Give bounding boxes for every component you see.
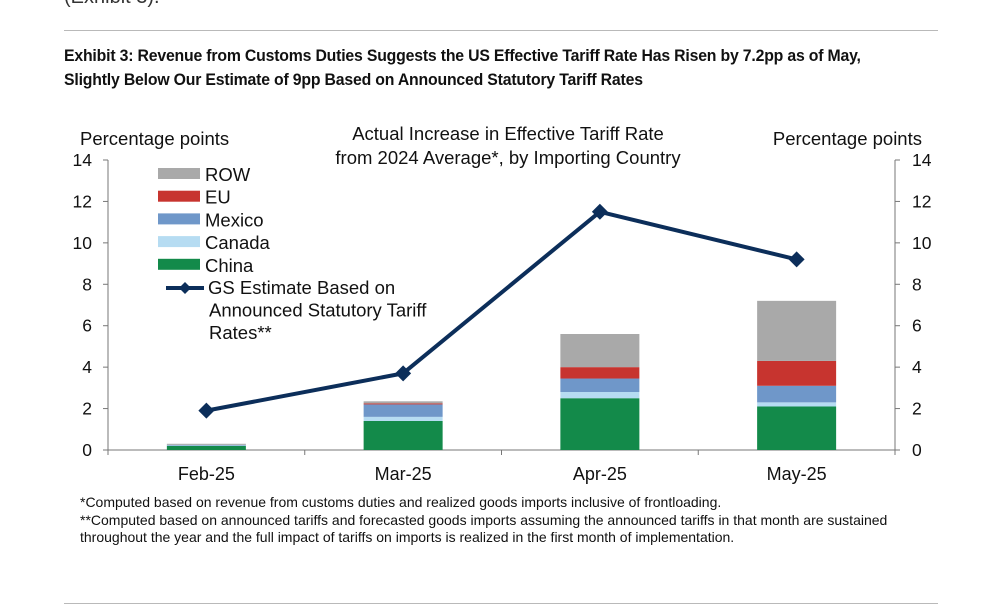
chart-bars [166, 300, 837, 450]
y-tick-label-left: 12 [73, 191, 92, 211]
gs-estimate-marker-mar-25 [395, 365, 412, 382]
bar-mexico-apr-25 [560, 378, 640, 392]
exhibit-title-line-1: Exhibit 3: Revenue from Customs Duties S… [64, 46, 861, 65]
bar-eu-apr-25 [560, 367, 640, 379]
note-2: **Computed based on announced tariffs an… [80, 511, 888, 546]
legend-swatch-mexico [158, 213, 200, 225]
bar-eu-may-25 [757, 360, 837, 386]
bar-row-feb-25 [166, 443, 246, 445]
bar-row-may-25 [757, 300, 837, 361]
bar-canada-mar-25 [363, 416, 443, 421]
y-tick-label-left: 10 [73, 233, 93, 253]
note-1: *Computed based on revenue from customs … [80, 494, 722, 510]
chart-title-line-1: Actual Increase in Effective Tariff Rate [352, 123, 664, 144]
gs-estimate-marker-may-25 [788, 251, 805, 268]
bar-row-apr-25 [560, 334, 640, 368]
legend-swatch-row [158, 168, 200, 179]
legend-label-row: ROW [205, 164, 251, 185]
x-tick-label: Feb-25 [178, 464, 235, 484]
bar-row-mar-25 [363, 401, 443, 404]
previous-paragraph-text: (Exhibit 3). [64, 0, 160, 9]
legend-marker-gs-estimate [179, 282, 191, 294]
y-tick-label-left: 4 [82, 357, 92, 377]
legend-label-canada: Canada [205, 232, 271, 253]
chart-line [198, 203, 805, 419]
y-tick-label-left: 14 [73, 150, 93, 170]
y-tick-label-left: 8 [82, 274, 92, 294]
y-tick-label-right: 4 [912, 357, 922, 377]
bar-mexico-feb-25 [166, 444, 246, 446]
exhibit-title: Exhibit 3: Revenue from Customs Duties S… [64, 44, 901, 92]
x-tick-label: May-25 [767, 464, 827, 484]
y-tick-label-right: 10 [912, 233, 932, 253]
bar-canada-apr-25 [560, 392, 640, 399]
legend-swatch-china [158, 258, 200, 270]
y-tick-label-right: 0 [912, 440, 922, 460]
y-tick-label-right: 6 [912, 316, 922, 336]
legend-swatch-canada [158, 236, 200, 248]
exhibit-title-line-2: Slightly Below Our Estimate of 9pp Based… [64, 70, 643, 89]
bar-china-mar-25 [363, 421, 443, 450]
y-axis-label-right: Percentage points [773, 128, 922, 149]
gs-estimate-marker-apr-25 [591, 203, 608, 220]
y-axis-label-left: Percentage points [80, 128, 229, 149]
bar-china-apr-25 [560, 398, 640, 450]
top-divider [64, 30, 938, 31]
legend-label-gs-estimate-line-1: GS Estimate Based on [208, 277, 395, 298]
y-tick-label-left: 0 [82, 440, 92, 460]
chart-notes: *Computed based on revenue from customs … [80, 494, 920, 547]
legend-label-eu: EU [205, 187, 231, 208]
legend-label-china: China [205, 255, 254, 276]
bar-china-may-25 [757, 406, 837, 450]
legend-swatch-eu [158, 190, 200, 202]
bar-mexico-may-25 [757, 385, 837, 403]
y-tick-label-right: 2 [912, 399, 922, 419]
y-tick-label-left: 6 [82, 316, 92, 336]
bar-eu-mar-25 [363, 403, 443, 405]
chart-title-line-2: from 2024 Average*, by Importing Country [335, 147, 681, 168]
legend-label-mexico: Mexico [205, 209, 264, 230]
bar-canada-feb-25 [166, 445, 246, 446]
y-tick-label-right: 8 [912, 274, 922, 294]
bottom-divider [64, 603, 938, 604]
legend-label-gs-estimate-line-3: Rates** [209, 322, 272, 343]
chart-axes: 0 0 2 2 4 4 6 6 8 8 10 10 12 12 14 14 Feb-25 Mar-25 Apr-25… [73, 150, 932, 484]
legend-label-gs-estimate-line-2: Announced Statutory Tariff [209, 300, 427, 321]
bar-canada-may-25 [757, 402, 837, 407]
gs-estimate-line [206, 209, 798, 413]
x-tick-label: Apr-25 [573, 464, 627, 484]
bar-mexico-mar-25 [363, 404, 443, 417]
y-tick-label-right: 12 [912, 191, 931, 211]
x-tick-label: Mar-25 [375, 464, 432, 484]
y-tick-label-right: 14 [912, 150, 932, 170]
bar-china-feb-25 [166, 445, 246, 450]
y-tick-label-left: 2 [82, 399, 92, 419]
gs-estimate-marker-feb-25 [198, 402, 215, 419]
